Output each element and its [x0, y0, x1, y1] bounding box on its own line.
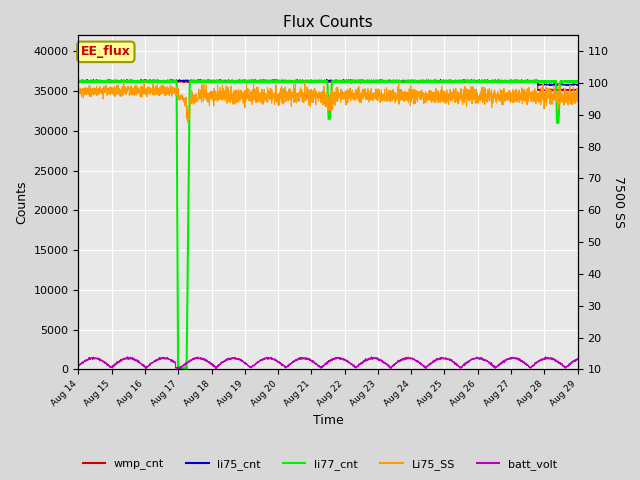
Li75_SS — [184, 120, 191, 125]
wmp_cnt — [574, 87, 582, 93]
li75_cnt — [141, 77, 149, 83]
Li75_SS — [266, 92, 274, 98]
batt_volt — [124, 354, 131, 360]
li75_cnt — [161, 78, 169, 84]
li75_cnt — [288, 78, 296, 84]
wmp_cnt — [510, 78, 518, 84]
Y-axis label: 7500 SS: 7500 SS — [612, 176, 625, 228]
X-axis label: Time: Time — [312, 414, 344, 427]
Li75_SS — [131, 85, 139, 91]
wmp_cnt — [288, 79, 296, 84]
wmp_cnt — [161, 80, 169, 85]
wmp_cnt — [564, 88, 572, 94]
Li75_SS — [288, 91, 296, 97]
batt_volt — [75, 362, 83, 368]
li75_cnt — [75, 77, 83, 83]
Li75_SS — [511, 88, 518, 94]
li75_cnt — [131, 78, 139, 84]
wmp_cnt — [75, 79, 83, 85]
li77_cnt — [180, 366, 188, 372]
Li75_SS — [574, 91, 582, 96]
li75_cnt — [266, 78, 274, 84]
wmp_cnt — [266, 77, 274, 83]
Y-axis label: Counts: Counts — [15, 180, 28, 224]
Li75_SS — [564, 102, 572, 108]
li75_cnt — [510, 78, 518, 84]
batt_volt — [161, 355, 169, 361]
Line: li77_cnt: li77_cnt — [79, 81, 578, 369]
wmp_cnt — [550, 88, 557, 94]
li75_cnt — [545, 83, 553, 88]
li75_cnt — [564, 81, 572, 87]
li77_cnt — [288, 79, 296, 84]
wmp_cnt — [131, 78, 139, 84]
batt_volt — [564, 362, 572, 368]
li77_cnt — [574, 78, 582, 84]
Line: Li75_SS: Li75_SS — [79, 82, 578, 122]
Text: EE_flux: EE_flux — [81, 45, 131, 59]
li75_cnt — [574, 83, 582, 88]
Li75_SS — [140, 79, 148, 85]
Line: li75_cnt: li75_cnt — [79, 80, 578, 85]
batt_volt — [212, 366, 220, 372]
Li75_SS — [75, 87, 83, 93]
batt_volt — [288, 360, 296, 366]
li77_cnt — [511, 79, 518, 84]
batt_volt — [511, 355, 518, 360]
li77_cnt — [131, 79, 139, 84]
Line: wmp_cnt: wmp_cnt — [79, 80, 578, 91]
li77_cnt — [266, 79, 274, 84]
li77_cnt — [75, 79, 83, 84]
Title: Flux Counts: Flux Counts — [283, 15, 373, 30]
Legend: wmp_cnt, li75_cnt, li77_cnt, Li75_SS, batt_volt: wmp_cnt, li75_cnt, li77_cnt, Li75_SS, ba… — [78, 455, 562, 474]
batt_volt — [132, 358, 140, 363]
batt_volt — [266, 356, 274, 361]
li77_cnt — [375, 78, 383, 84]
wmp_cnt — [196, 77, 204, 83]
batt_volt — [574, 356, 582, 362]
Li75_SS — [161, 87, 169, 93]
li77_cnt — [161, 78, 169, 84]
Line: batt_volt: batt_volt — [79, 357, 578, 369]
li77_cnt — [564, 79, 572, 84]
